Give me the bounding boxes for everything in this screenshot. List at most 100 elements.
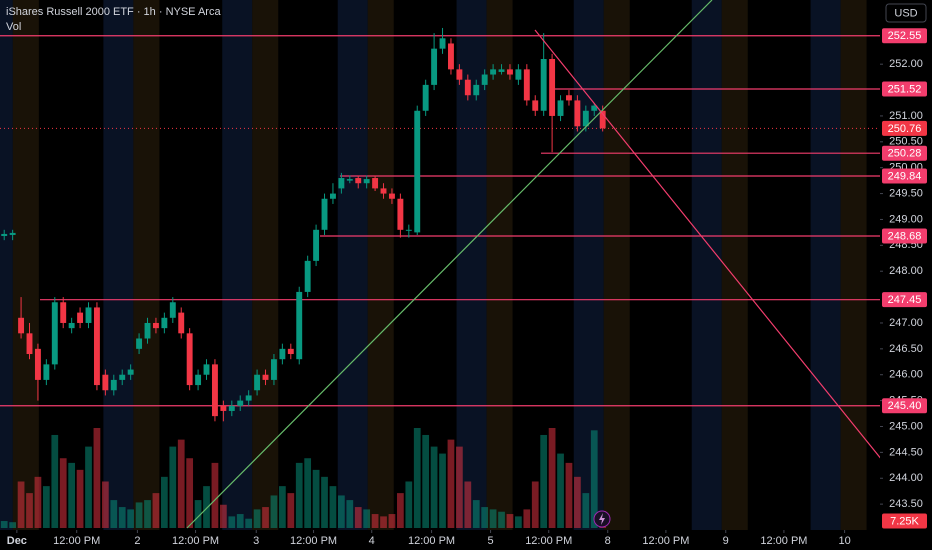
- y-tick-label: 252.00: [889, 58, 923, 70]
- x-tick-label: 4: [369, 535, 375, 547]
- volume-bar: [439, 453, 446, 528]
- trend-line: [186, 0, 713, 529]
- volume-bar: [574, 476, 581, 528]
- volume-pane: [0, 428, 607, 528]
- candle-body: [220, 405, 227, 411]
- volume-bar: [203, 486, 210, 528]
- after-hours-band: [222, 0, 253, 530]
- currency-button[interactable]: [885, 3, 927, 23]
- candle-body: [51, 302, 58, 365]
- x-tick-label: 12:00 PM: [408, 535, 455, 547]
- candle-body: [566, 95, 572, 101]
- candle-body: [228, 405, 235, 411]
- candle-body: [237, 400, 244, 406]
- y-tick-label: 247.00: [889, 317, 923, 329]
- candle-body: [405, 229, 412, 231]
- candle-body: [456, 69, 463, 80]
- volume-bar: [472, 500, 480, 528]
- x-tick-label: 9: [723, 535, 729, 547]
- volume-bar: [220, 504, 227, 528]
- volume-bar: [523, 509, 531, 528]
- current-price-label-box: [882, 120, 927, 136]
- x-tick-label: 5: [488, 535, 494, 547]
- candle-body: [195, 374, 202, 386]
- currency[interactable]: USD: [894, 7, 917, 19]
- y-tick-label: 243.50: [889, 498, 923, 510]
- pre-market-band: [133, 0, 160, 530]
- candle-body: [26, 333, 33, 355]
- volume-bar: [211, 462, 219, 528]
- candle-body: [287, 348, 294, 355]
- volume-bar: [93, 428, 101, 528]
- volume-bar: [76, 469, 84, 528]
- level-label: 252.55: [888, 30, 922, 42]
- x-tick-label: 2: [134, 535, 140, 547]
- pre-market-band: [840, 0, 867, 530]
- volume-bar: [270, 495, 278, 528]
- candle-body: [473, 84, 480, 96]
- volume-bar: [456, 446, 463, 528]
- session-bands: [0, 0, 867, 530]
- candle-body: [136, 338, 143, 349]
- candle-body: [254, 374, 261, 391]
- x-tick-label: 12:00 PM: [172, 535, 219, 547]
- volume-bar: [430, 446, 438, 528]
- volume-bar: [371, 514, 379, 528]
- pre-market-band: [603, 0, 630, 530]
- volume-bar: [34, 476, 42, 528]
- volume-bar: [68, 462, 76, 528]
- pre-market-band: [721, 0, 748, 530]
- volume-bar: [557, 453, 564, 528]
- y-tick-label: 251.00: [889, 110, 923, 122]
- candle-body: [186, 333, 193, 386]
- volume-bar: [506, 514, 514, 528]
- volume-bar: [186, 458, 194, 528]
- y-tick-label: 244.00: [889, 472, 923, 484]
- candle-body: [60, 302, 67, 323]
- volume-bar: [127, 509, 135, 528]
- candle-body: [397, 198, 404, 230]
- volume-bar: [118, 507, 126, 528]
- volume-bar: [397, 493, 404, 528]
- volume-bar: [177, 439, 185, 528]
- volume-bar: [135, 502, 143, 528]
- volume-bar: [312, 469, 320, 528]
- y-tick-label: 246.50: [889, 343, 923, 355]
- volume-bar: [354, 507, 362, 528]
- after-hours-band: [337, 0, 368, 530]
- volume-bar: [287, 493, 295, 528]
- volume-bar: [59, 458, 67, 528]
- candle-body: [431, 48, 438, 85]
- alert-icon-bolt: [599, 513, 605, 525]
- candle-body: [34, 348, 41, 380]
- y-tick-label: 245.00: [889, 420, 923, 432]
- candle-body: [178, 312, 185, 334]
- candle-body: [380, 188, 387, 194]
- volume-bar: [413, 428, 421, 528]
- level-label: 251.52: [888, 83, 922, 95]
- candle-body: [211, 364, 218, 417]
- current-price-label: 250.76: [888, 123, 922, 135]
- x-tick-label: 12:00 PM: [642, 535, 689, 547]
- candle-body: [389, 193, 395, 199]
- candle-body: [1, 233, 8, 237]
- pre-market-band: [367, 0, 394, 530]
- candle-body: [448, 43, 454, 70]
- candle-body: [540, 59, 547, 111]
- x-tick-label: 12:00 PM: [525, 535, 572, 547]
- volume-bar: [405, 481, 413, 528]
- volume-bar: [236, 514, 244, 528]
- candle-body: [439, 38, 446, 49]
- candle-body: [245, 395, 252, 401]
- volume-bar: [531, 481, 539, 528]
- volume-bar: [540, 434, 548, 528]
- volume-bar: [489, 509, 497, 528]
- candle-body: [127, 369, 134, 375]
- volume-bar: [42, 486, 50, 528]
- volume-bar: [295, 462, 303, 528]
- pre-market-band: [252, 0, 279, 530]
- after-hours-band: [691, 0, 722, 530]
- candle-body: [372, 178, 379, 189]
- y-tick-label: 249.00: [889, 213, 923, 225]
